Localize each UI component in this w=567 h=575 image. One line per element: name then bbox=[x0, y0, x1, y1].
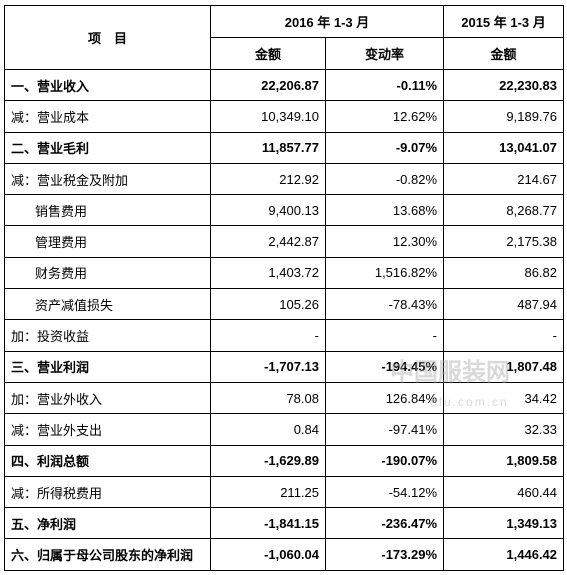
value-cell: -236.47% bbox=[324, 507, 445, 540]
value-cell: 1,809.58 bbox=[443, 444, 565, 477]
value-cell: 2,442.87 bbox=[210, 225, 326, 258]
row-label: 减：所得税费用 bbox=[4, 475, 211, 509]
value-cell: -1,060.04 bbox=[210, 538, 326, 571]
value-cell: -0.11% bbox=[324, 68, 445, 102]
table-row: 加：投资收益 - - - bbox=[4, 319, 565, 352]
value-cell: 9,189.76 bbox=[443, 100, 565, 133]
table-row: 减：营业税金及附加 212.92 -0.82% 214.67 bbox=[4, 162, 565, 196]
header-cell: 变动率 bbox=[324, 37, 445, 70]
row-label: 加：营业外收入 bbox=[4, 381, 211, 415]
value-cell: 105.26 bbox=[210, 288, 326, 321]
value-cell: -1,841.15 bbox=[210, 507, 326, 540]
value-cell: 1,516.82% bbox=[324, 256, 445, 290]
row-label: 二、营业毛利 bbox=[4, 131, 211, 164]
value-cell: 22,230.83 bbox=[443, 68, 565, 102]
table-row: 四、利润总额 -1,629.89 -190.07% 1,809.58 bbox=[4, 444, 565, 477]
header-cell: 2016 年 1-3 月 bbox=[209, 5, 445, 38]
value-cell: 9,400.13 bbox=[210, 194, 326, 227]
value-cell: 214.67 bbox=[443, 162, 565, 196]
value-cell: -1,629.89 bbox=[210, 444, 326, 477]
row-label: 一、营业收入 bbox=[4, 68, 211, 102]
row-label: 五、净利润 bbox=[4, 507, 211, 540]
header-cell: 金额 bbox=[443, 37, 565, 70]
header-cell: 金额 bbox=[210, 37, 326, 70]
value-cell: 460.44 bbox=[443, 475, 565, 509]
table-row: 二、营业毛利 11,857.77 -9.07% 13,041.07 bbox=[4, 131, 565, 164]
row-label: 加：投资收益 bbox=[4, 319, 211, 352]
value-cell: 1,403.72 bbox=[210, 256, 326, 290]
value-cell: 11,857.77 bbox=[210, 131, 326, 164]
value-cell: -97.41% bbox=[324, 413, 445, 446]
header-row: 金额 变动率 金额 bbox=[5, 37, 565, 70]
row-label: 资产减值损失 bbox=[4, 288, 211, 321]
value-cell: -190.07% bbox=[324, 444, 445, 477]
value-cell: 86.82 bbox=[443, 256, 565, 290]
table-row: 管理费用 2,442.87 12.30% 2,175.38 bbox=[4, 225, 565, 258]
value-cell: 211.25 bbox=[210, 475, 326, 509]
value-cell: 13.68% bbox=[324, 194, 445, 227]
table-row: 资产减值损失 105.26 -78.43% 487.94 bbox=[4, 288, 565, 321]
value-cell: - bbox=[324, 319, 445, 352]
value-cell: -9.07% bbox=[324, 131, 445, 164]
value-cell: 126.84% bbox=[324, 381, 445, 415]
value-cell: -194.45% bbox=[324, 350, 445, 383]
value-cell: 12.62% bbox=[324, 100, 445, 133]
table-row: 销售费用 9,400.13 13.68% 8,268.77 bbox=[4, 194, 565, 227]
table-row: 减：营业成本 10,349.10 12.62% 9,189.76 bbox=[4, 100, 565, 133]
table-row: 减：营业外支出 0.84 -97.41% 32.33 bbox=[4, 413, 565, 446]
income-table: 项 目 2016 年 1-3 月 2015 年 1-3 月 金额 变动率 金额 … bbox=[4, 5, 565, 571]
header-cell: 项 目 bbox=[4, 5, 211, 70]
header-cell: 2015 年 1-3 月 bbox=[443, 5, 565, 38]
row-label: 财务费用 bbox=[4, 256, 211, 290]
value-cell: -78.43% bbox=[324, 288, 445, 321]
table-row: 一、营业收入 22,206.87 -0.11% 22,230.83 bbox=[4, 68, 565, 102]
table-row: 六、归属于母公司股东的净利润 -1,060.04 -173.29% 1,446.42 bbox=[4, 538, 565, 571]
value-cell: 12.30% bbox=[324, 225, 445, 258]
value-cell: 22,206.87 bbox=[210, 68, 326, 102]
value-cell: 2,175.38 bbox=[443, 225, 565, 258]
value-cell: 34.42 bbox=[443, 381, 565, 415]
row-label: 减：营业税金及附加 bbox=[4, 162, 211, 196]
value-cell: 32.33 bbox=[443, 413, 565, 446]
value-cell: 10,349.10 bbox=[210, 100, 326, 133]
table-row: 三、营业利润 -1,707.13 -194.45% 1,807.48 bbox=[4, 350, 565, 383]
value-cell: - bbox=[210, 319, 326, 352]
row-label: 四、利润总额 bbox=[4, 444, 211, 477]
header-row: 项 目 2016 年 1-3 月 2015 年 1-3 月 bbox=[4, 5, 565, 70]
value-cell: -173.29% bbox=[324, 538, 445, 571]
row-label: 减：营业成本 bbox=[4, 100, 211, 133]
value-cell: 78.08 bbox=[210, 381, 326, 415]
value-cell: -54.12% bbox=[324, 475, 445, 509]
table-row: 财务费用 1,403.72 1,516.82% 86.82 bbox=[4, 256, 565, 290]
value-cell: 1,446.42 bbox=[443, 538, 565, 571]
value-cell: -1,707.13 bbox=[210, 350, 326, 383]
value-cell: 212.92 bbox=[210, 162, 326, 196]
table-row: 加：营业外收入 78.08 126.84% 34.42 bbox=[4, 381, 565, 415]
value-cell: 0.84 bbox=[210, 413, 326, 446]
row-label: 减：营业外支出 bbox=[4, 413, 211, 446]
table-row: 五、净利润 -1,841.15 -236.47% 1,349.13 bbox=[4, 507, 565, 540]
value-cell: 1,349.13 bbox=[443, 507, 565, 540]
value-cell: -0.82% bbox=[324, 162, 445, 196]
row-label: 销售费用 bbox=[4, 194, 211, 227]
value-cell: 487.94 bbox=[443, 288, 565, 321]
value-cell: 1,807.48 bbox=[443, 350, 565, 383]
row-label: 管理费用 bbox=[4, 225, 211, 258]
row-label: 六、归属于母公司股东的净利润 bbox=[4, 538, 211, 571]
value-cell: 8,268.77 bbox=[443, 194, 565, 227]
value-cell: 13,041.07 bbox=[443, 131, 565, 164]
table-body: 一、营业收入 22,206.87 -0.11% 22,230.83 减：营业成本 10,3… bbox=[4, 68, 565, 571]
value-cell: - bbox=[443, 319, 565, 352]
row-label: 三、营业利润 bbox=[4, 350, 211, 383]
table-row: 减：所得税费用 211.25 -54.12% 460.44 bbox=[4, 475, 565, 509]
